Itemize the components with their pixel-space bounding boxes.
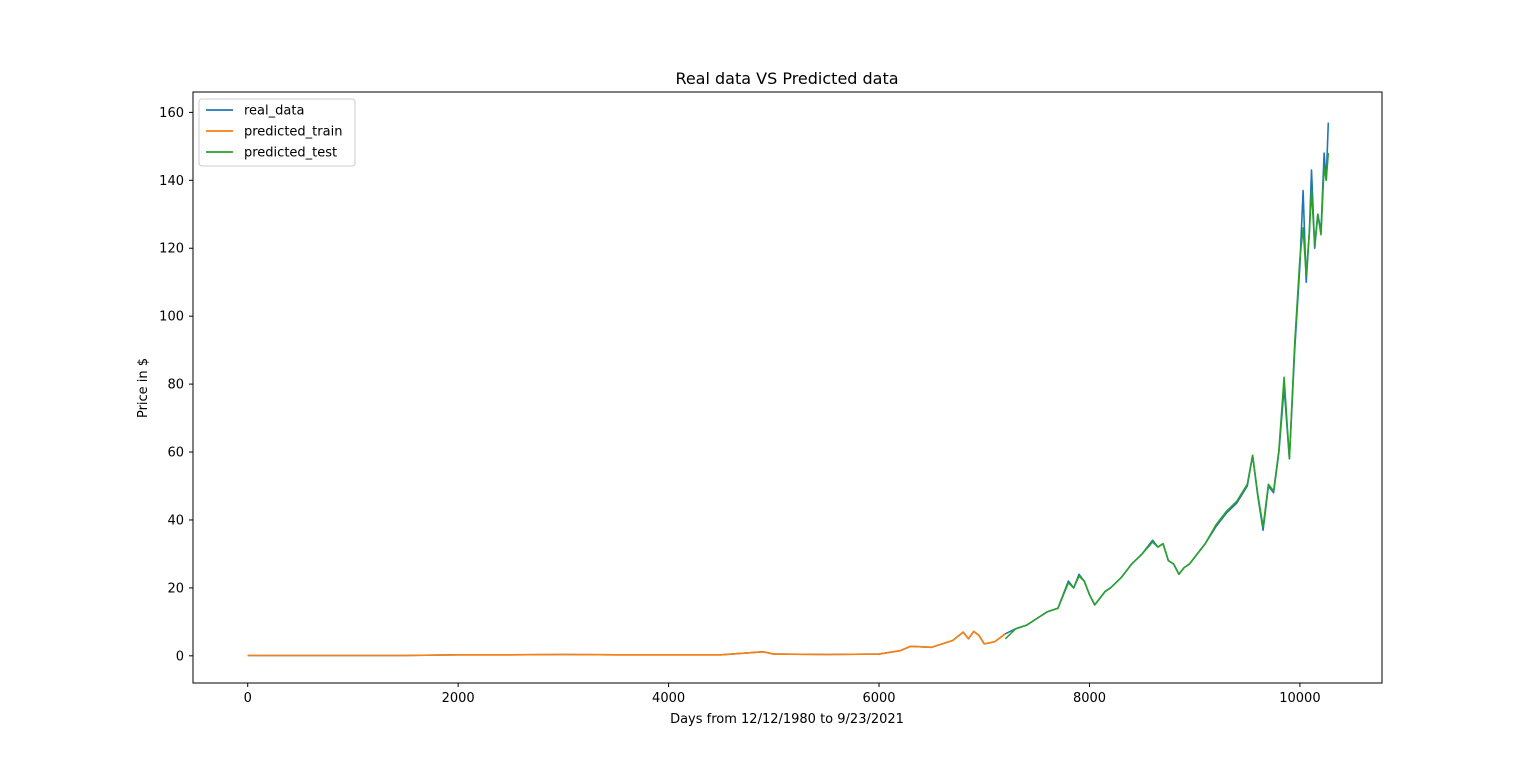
y-tick-label: 80	[167, 378, 184, 393]
series-line-real-data	[247, 122, 1330, 657]
chart-title: Real data VS Predicted data	[675, 69, 898, 88]
y-tick-label: 0	[176, 649, 184, 664]
x-tick-label: 0	[244, 691, 252, 706]
x-tick-label: 10000	[1279, 691, 1320, 706]
plot-frame	[192, 91, 1383, 684]
x-tick-label: 4000	[652, 691, 685, 706]
y-tick-label: 160	[159, 106, 184, 121]
legend-label-predicted-train: predicted_train	[244, 125, 342, 140]
y-tick-label: 40	[167, 513, 184, 528]
x-tick-label: 6000	[862, 691, 895, 706]
legend-label-real-data: real_data	[244, 104, 304, 119]
x-tick-label: 2000	[442, 691, 475, 706]
x-axis-label: Days from 12/12/1980 to 9/23/2021	[670, 712, 904, 727]
plot-area	[247, 122, 1330, 657]
y-tick-label: 120	[159, 242, 184, 257]
y-axis: 0 20 40 60 80 100 120 140 160	[159, 106, 193, 664]
series-line-predicted-test	[1004, 153, 1330, 640]
y-tick-label: 20	[167, 581, 184, 596]
legend-box	[198, 98, 356, 167]
x-axis: 0 2000 4000 6000 8000 10000	[244, 683, 1321, 706]
y-tick-label: 140	[159, 174, 184, 189]
series-line-predicted-train	[247, 630, 1006, 657]
legend: real_data predicted_train predicted_test	[198, 98, 356, 167]
legend-label-predicted-test: predicted_test	[244, 146, 337, 161]
y-tick-label: 100	[159, 310, 184, 325]
y-axis-label: Price in $	[136, 358, 151, 418]
y-tick-label: 60	[167, 446, 184, 461]
x-tick-label: 8000	[1073, 691, 1106, 706]
